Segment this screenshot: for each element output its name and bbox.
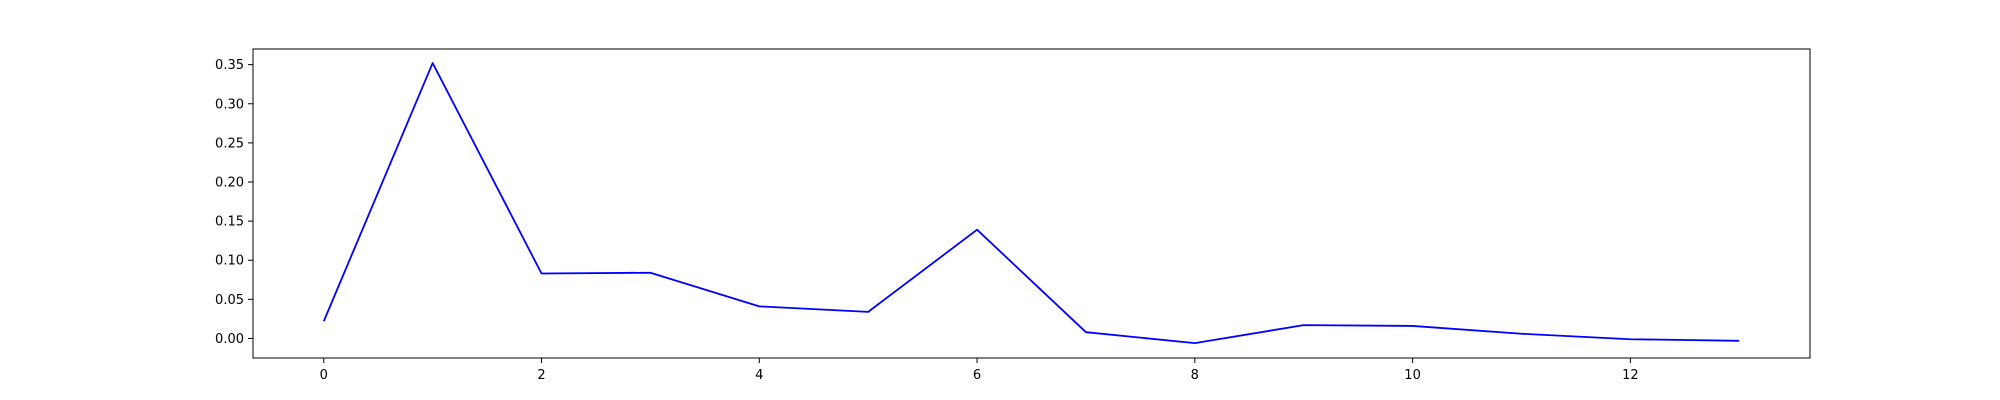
- x-tick-label: 0: [320, 368, 328, 383]
- y-tick-label: 0.35: [215, 58, 244, 73]
- plot-area: [322, 62, 1740, 345]
- x-tick-label: 10: [1404, 368, 1421, 383]
- x-tick-label: 6: [973, 368, 981, 383]
- y-tick-label: 0.25: [215, 136, 244, 151]
- x-axis: 0 2 4 6 8 10 12: [320, 358, 1639, 383]
- series-line-0: [322, 62, 1740, 345]
- y-tick-label: 0.10: [215, 254, 244, 269]
- axes-frame: [252, 48, 1811, 359]
- y-tick-label: 0.20: [215, 175, 244, 190]
- x-tick-label: 4: [755, 368, 763, 383]
- y-tick-label: 0.05: [215, 293, 244, 308]
- x-tick-label: 2: [537, 368, 545, 383]
- y-axis: 0.00 0.05 0.10 0.15 0.20 0.25 0.30 0.35: [215, 58, 253, 347]
- x-tick-label: 8: [1191, 368, 1199, 383]
- x-tick-label: 12: [1622, 368, 1639, 383]
- y-tick-label: 0.30: [215, 97, 244, 112]
- y-tick-label: 0.00: [215, 332, 244, 347]
- y-tick-label: 0.15: [215, 215, 244, 230]
